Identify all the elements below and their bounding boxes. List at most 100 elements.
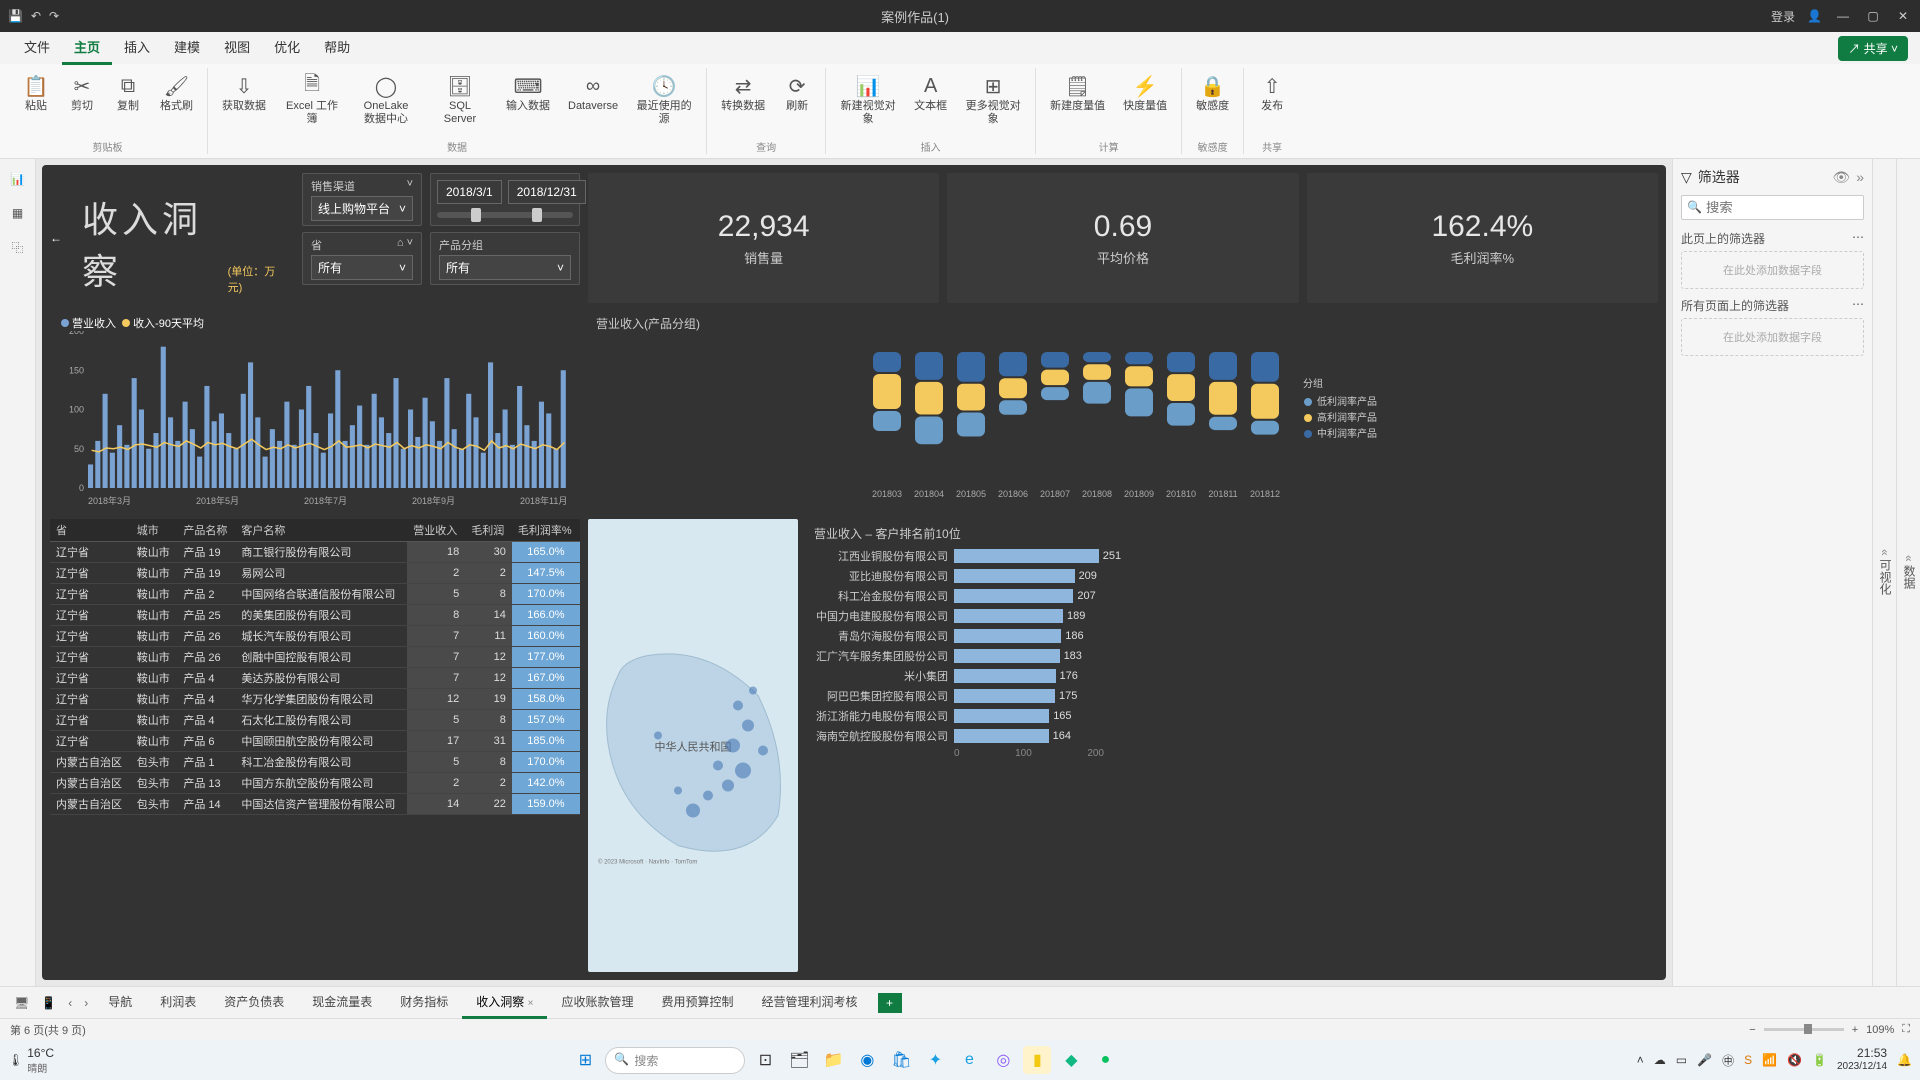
ribbon-chart[interactable]: 营业收入(产品分组) 20180320180420180520180620180… [588, 311, 1658, 511]
filter-pane[interactable]: ▽筛选器 👁 » 🔍 此页上的筛选器⋯ 在此处添加数据字段 所有页面上的筛选器⋯… [1672, 159, 1872, 986]
zoom-out-icon[interactable]: − [1749, 1024, 1755, 1036]
bar-row[interactable]: 青岛尔海股份有限公司186 [814, 628, 1650, 644]
notifications-icon[interactable]: 🔔 [1897, 1053, 1912, 1067]
date-to[interactable]: 2018/12/31 [508, 180, 586, 204]
start-icon[interactable]: ⊞ [571, 1046, 599, 1074]
visualizations-pane-tab[interactable]: « 可视化 [1872, 159, 1896, 986]
product-slicer[interactable]: 产品分组 所有˅ [430, 232, 580, 285]
bar-row[interactable]: 浙江浙能力电股份有限公司165 [814, 708, 1650, 724]
wechat-icon[interactable]: ● [1091, 1046, 1119, 1074]
menu-tab-3[interactable]: 建模 [162, 31, 212, 65]
mic-icon[interactable]: 🎤 [1697, 1053, 1712, 1067]
kpi-平均价格[interactable]: 0.69平均价格 [947, 173, 1298, 303]
table-row[interactable]: 辽宁省鞍山市产品 19商工银行股份有限公司1830165.0% [50, 542, 580, 563]
table-row[interactable]: 辽宁省鞍山市产品 19易网公司22147.5% [50, 563, 580, 584]
bar-row[interactable]: 亚比迪股份有限公司209 [814, 568, 1650, 584]
report-view-icon[interactable]: 📊 [6, 167, 30, 191]
table-row[interactable]: 辽宁省鞍山市产品 26创融中国控股有限公司712177.0% [50, 647, 580, 668]
tray-icon[interactable]: ▭ [1676, 1053, 1687, 1067]
kpi-毛利润率%[interactable]: 162.4%毛利润率% [1307, 173, 1658, 303]
page-tab-7[interactable]: 费用预算控制 [647, 987, 747, 1019]
zoom-slider[interactable] [1764, 1028, 1844, 1031]
ribbon-刷新[interactable]: ⟳刷新 [777, 68, 817, 117]
top10-bar-chart[interactable]: 营业收入 – 客户排名前10位 江西业铜股份有限公司251亚比迪股份有限公司20… [806, 519, 1658, 972]
page-tab-3[interactable]: 现金流量表 [298, 987, 386, 1019]
taskview-icon[interactable]: ⊡ [751, 1046, 779, 1074]
tray-chevron-icon[interactable]: ˄ [1637, 1053, 1644, 1067]
ribbon-新建视觉对象[interactable]: 📊新建视觉对象 [834, 68, 902, 130]
close-icon[interactable]: ✕ [1894, 9, 1912, 23]
page-tab-5[interactable]: 收入洞察 × [462, 987, 547, 1019]
volume-icon[interactable]: 🔇 [1787, 1053, 1802, 1067]
ribbon-Excel 工作簿[interactable]: 🗎Excel 工作簿 [278, 68, 346, 130]
filter-search-input[interactable] [1681, 195, 1864, 220]
desktop-view-icon[interactable]: 🖥 [8, 992, 35, 1014]
ribbon-最近使用的源[interactable]: 🕓最近使用的源 [630, 68, 698, 130]
menu-tab-2[interactable]: 插入 [112, 31, 162, 65]
model-view-icon[interactable]: ⿻ [6, 235, 30, 259]
store-icon[interactable]: 🛍 [887, 1046, 915, 1074]
ribbon-获取数据[interactable]: ⇩获取数据 [216, 68, 272, 117]
ribbon-文本框[interactable]: A文本框 [908, 68, 953, 117]
channel-slicer[interactable]: 销售渠道˅ 线上购物平台˅ [302, 173, 422, 226]
onedrive-icon[interactable]: ☁ [1654, 1053, 1666, 1067]
page-tab-4[interactable]: 财务指标 [386, 987, 462, 1019]
province-slicer[interactable]: 省⌂ ˅ 所有˅ [302, 232, 422, 285]
filter-dropzone-all[interactable]: 在此处添加数据字段 [1681, 318, 1864, 356]
ribbon-新建度量值[interactable]: 🗒新建度量值 [1044, 68, 1111, 117]
table-row[interactable]: 辽宁省鞍山市产品 4华万化学集团股份有限公司1219158.0% [50, 689, 580, 710]
table-row[interactable]: 辽宁省鞍山市产品 2中国网络合联通信股份有限公司58170.0% [50, 584, 580, 605]
fit-page-icon[interactable]: ⛶ [1902, 1023, 1910, 1036]
bar-row[interactable]: 米小集团176 [814, 668, 1650, 684]
app5-icon[interactable]: ◆ [1057, 1046, 1085, 1074]
ribbon-更多视觉对象[interactable]: ⊞更多视觉对象 [959, 68, 1027, 130]
powerbi-icon[interactable]: ▮ [1023, 1046, 1051, 1074]
bar-row[interactable]: 中国力电建股股份有限公司189 [814, 608, 1650, 624]
filter-collapse-icon[interactable]: » [1856, 169, 1864, 185]
minimize-icon[interactable]: — [1834, 9, 1852, 23]
table-row[interactable]: 内蒙古自治区包头市产品 1科工冶金股份有限公司58170.0% [50, 752, 580, 773]
bar-row[interactable]: 海南空航控股股份有限公司164 [814, 728, 1650, 744]
page-tab-6[interactable]: 应收账款管理 [547, 987, 647, 1019]
battery-icon[interactable]: 🔋 [1812, 1053, 1827, 1067]
menu-tab-6[interactable]: 帮助 [312, 31, 362, 65]
ribbon-转换数据[interactable]: ⇄转换数据 [715, 68, 771, 117]
table-row[interactable]: 辽宁省鞍山市产品 6中国颐田航空股份有限公司1731185.0% [50, 731, 580, 752]
tray-s-icon[interactable]: S [1744, 1053, 1752, 1067]
ribbon-输入数据[interactable]: ⌨输入数据 [500, 68, 556, 117]
revenue-line-chart[interactable]: 营业收入 收入-90天平均 0501001502002018年3月2018年5月… [50, 311, 580, 511]
ime-icon[interactable]: ㊥ [1722, 1052, 1734, 1069]
add-page-button[interactable]: + [878, 993, 902, 1013]
next-page-icon[interactable]: › [78, 992, 94, 1014]
taskbar-clock[interactable]: 21:53 2023/12/14 [1837, 1047, 1887, 1073]
zoom-in-icon[interactable]: + [1852, 1024, 1858, 1036]
prev-page-icon[interactable]: ‹ [62, 992, 78, 1014]
taskbar-search[interactable]: 🔍搜索 [605, 1047, 745, 1074]
login-label[interactable]: 登录 [1771, 8, 1795, 25]
ribbon-格式刷[interactable]: 🖌格式刷 [154, 68, 199, 117]
detail-table[interactable]: 省城市产品名称客户名称营业收入毛利润毛利润率%辽宁省鞍山市产品 19商工银行股份… [50, 519, 580, 972]
app2-icon[interactable]: ✦ [921, 1046, 949, 1074]
bar-row[interactable]: 阿巴巴集团控股有限公司175 [814, 688, 1650, 704]
user-icon[interactable]: 👤 [1807, 9, 1822, 23]
kpi-销售量[interactable]: 22,934销售量 [588, 173, 939, 303]
ribbon-剪切[interactable]: ✂剪切 [62, 68, 102, 117]
table-row[interactable]: 辽宁省鞍山市产品 4美达苏股份有限公司712167.0% [50, 668, 580, 689]
filter-dropzone-page[interactable]: 在此处添加数据字段 [1681, 251, 1864, 289]
filter-hide-icon[interactable]: 👁 [1832, 169, 1850, 186]
maximize-icon[interactable]: ▢ [1864, 9, 1882, 23]
menu-tab-5[interactable]: 优化 [262, 31, 312, 65]
bar-row[interactable]: 汇广汽车服务集团股份公司183 [814, 648, 1650, 664]
table-row[interactable]: 辽宁省鞍山市产品 4石太化工股份有限公司58157.0% [50, 710, 580, 731]
mobile-view-icon[interactable]: 📱 [35, 992, 62, 1014]
table-row[interactable]: 辽宁省鞍山市产品 26城长汽车股份有限公司711160.0% [50, 626, 580, 647]
wifi-icon[interactable]: 📶 [1762, 1053, 1777, 1067]
page-tab-2[interactable]: 资产负债表 [210, 987, 298, 1019]
data-pane-tab[interactable]: « 数据 [1896, 159, 1920, 986]
table-row[interactable]: 辽宁省鞍山市产品 25的美集团股份有限公司814166.0% [50, 605, 580, 626]
ribbon-发布[interactable]: ⇧发布 [1252, 68, 1292, 117]
bar-row[interactable]: 科工冶金股份有限公司207 [814, 588, 1650, 604]
ribbon-粘贴[interactable]: 📋粘贴 [16, 68, 56, 117]
ribbon-Dataverse[interactable]: ∞Dataverse [562, 68, 624, 117]
redo-icon[interactable]: ↷ [49, 9, 59, 23]
